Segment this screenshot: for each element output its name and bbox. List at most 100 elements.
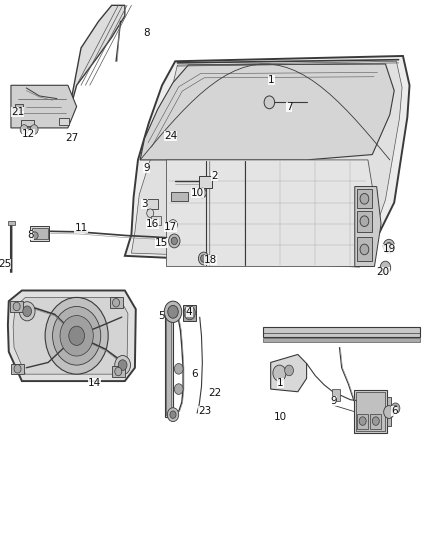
Circle shape — [69, 326, 85, 345]
Circle shape — [386, 243, 392, 250]
Polygon shape — [68, 5, 125, 117]
Circle shape — [169, 220, 177, 230]
Polygon shape — [131, 61, 402, 261]
Polygon shape — [166, 160, 377, 266]
Bar — [263, 338, 420, 342]
Text: 6: 6 — [391, 407, 398, 416]
Circle shape — [168, 305, 178, 318]
Bar — [332, 389, 340, 401]
Text: 10: 10 — [274, 412, 287, 422]
Bar — [10, 301, 23, 312]
Circle shape — [23, 306, 32, 317]
Polygon shape — [13, 297, 128, 374]
Circle shape — [171, 237, 177, 245]
Circle shape — [391, 403, 400, 414]
Bar — [356, 392, 385, 431]
Circle shape — [169, 234, 180, 248]
Text: 19: 19 — [383, 245, 396, 254]
Text: 9: 9 — [143, 163, 150, 173]
Polygon shape — [140, 64, 394, 160]
Bar — [32, 228, 48, 239]
Circle shape — [45, 297, 108, 374]
Text: 8: 8 — [143, 28, 150, 38]
Circle shape — [360, 193, 369, 204]
Text: 21: 21 — [11, 107, 24, 117]
Polygon shape — [125, 56, 410, 266]
Circle shape — [174, 364, 183, 374]
Circle shape — [115, 367, 122, 376]
Bar — [166, 312, 171, 415]
Bar — [357, 211, 372, 232]
Circle shape — [201, 255, 207, 262]
Text: 8: 8 — [27, 230, 34, 239]
Text: 5: 5 — [158, 311, 165, 320]
Bar — [21, 120, 34, 126]
Text: 7: 7 — [286, 102, 293, 111]
Text: 14: 14 — [88, 378, 101, 387]
Text: 2: 2 — [211, 171, 218, 181]
Circle shape — [273, 365, 286, 381]
Polygon shape — [271, 354, 307, 392]
Circle shape — [53, 306, 101, 365]
Circle shape — [164, 301, 182, 322]
Circle shape — [264, 96, 275, 109]
Text: 17: 17 — [164, 222, 177, 231]
Bar — [15, 104, 23, 110]
Bar — [59, 118, 69, 125]
Circle shape — [20, 125, 28, 134]
Circle shape — [115, 356, 131, 375]
Circle shape — [359, 417, 366, 425]
Circle shape — [60, 316, 93, 356]
Polygon shape — [11, 85, 77, 128]
Circle shape — [167, 408, 179, 422]
Text: 10: 10 — [191, 188, 204, 198]
Text: 20: 20 — [377, 267, 390, 277]
Circle shape — [198, 252, 209, 265]
Text: 15: 15 — [155, 238, 168, 247]
Bar — [165, 310, 173, 417]
Circle shape — [14, 108, 20, 116]
Text: 24: 24 — [164, 131, 177, 141]
Bar — [8, 221, 15, 225]
Circle shape — [30, 125, 38, 134]
Text: 9: 9 — [330, 396, 337, 406]
Circle shape — [14, 365, 21, 373]
Text: 4: 4 — [186, 307, 193, 317]
Text: 16: 16 — [146, 219, 159, 229]
Bar — [357, 237, 372, 261]
Text: 12: 12 — [22, 130, 35, 139]
Text: 22: 22 — [208, 389, 221, 398]
Bar — [357, 414, 368, 429]
Bar — [357, 189, 372, 208]
Circle shape — [372, 417, 379, 425]
Bar — [387, 397, 391, 426]
Text: 25: 25 — [0, 259, 11, 269]
Text: 11: 11 — [74, 223, 88, 233]
Text: 27: 27 — [66, 133, 79, 142]
Text: 1: 1 — [268, 75, 275, 85]
Text: 1: 1 — [277, 378, 284, 387]
Circle shape — [393, 406, 398, 411]
Bar — [151, 216, 161, 225]
Circle shape — [360, 244, 369, 255]
Circle shape — [360, 216, 369, 227]
Text: 18: 18 — [204, 255, 217, 264]
Circle shape — [13, 302, 20, 311]
Bar — [147, 199, 158, 209]
Text: 6: 6 — [191, 369, 198, 379]
Bar — [263, 327, 420, 337]
Circle shape — [170, 411, 176, 418]
Polygon shape — [8, 290, 136, 381]
Circle shape — [19, 302, 35, 321]
Bar — [199, 176, 212, 188]
Circle shape — [198, 188, 206, 198]
Bar — [183, 305, 196, 321]
Polygon shape — [355, 187, 381, 266]
Bar — [171, 192, 188, 201]
Text: 3: 3 — [141, 199, 148, 208]
Bar — [112, 366, 125, 377]
Circle shape — [113, 298, 120, 307]
Bar — [11, 364, 24, 374]
Circle shape — [285, 365, 293, 376]
Bar — [370, 414, 381, 429]
